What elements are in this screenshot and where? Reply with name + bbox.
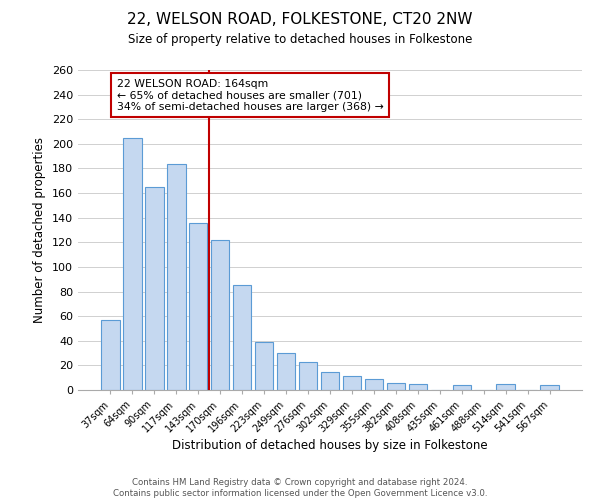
Bar xyxy=(145,187,164,390)
Text: Size of property relative to detached houses in Folkestone: Size of property relative to detached ho… xyxy=(128,32,472,46)
Bar xyxy=(365,379,383,390)
Bar xyxy=(255,342,274,390)
Bar xyxy=(320,372,340,390)
Bar xyxy=(386,382,405,390)
Bar xyxy=(233,286,251,390)
Bar xyxy=(189,222,208,390)
Bar xyxy=(452,385,471,390)
Bar xyxy=(123,138,142,390)
Text: Contains HM Land Registry data © Crown copyright and database right 2024.
Contai: Contains HM Land Registry data © Crown c… xyxy=(113,478,487,498)
Text: 22 WELSON ROAD: 164sqm
← 65% of detached houses are smaller (701)
34% of semi-de: 22 WELSON ROAD: 164sqm ← 65% of detached… xyxy=(117,78,383,112)
Bar xyxy=(496,384,515,390)
Text: 22, WELSON ROAD, FOLKESTONE, CT20 2NW: 22, WELSON ROAD, FOLKESTONE, CT20 2NW xyxy=(127,12,473,28)
Bar xyxy=(409,384,427,390)
Bar xyxy=(211,240,229,390)
X-axis label: Distribution of detached houses by size in Folkestone: Distribution of detached houses by size … xyxy=(172,440,488,452)
Bar xyxy=(299,362,317,390)
Bar xyxy=(277,353,295,390)
Y-axis label: Number of detached properties: Number of detached properties xyxy=(34,137,46,323)
Bar xyxy=(343,376,361,390)
Bar xyxy=(101,320,119,390)
Bar xyxy=(541,385,559,390)
Bar xyxy=(167,164,185,390)
